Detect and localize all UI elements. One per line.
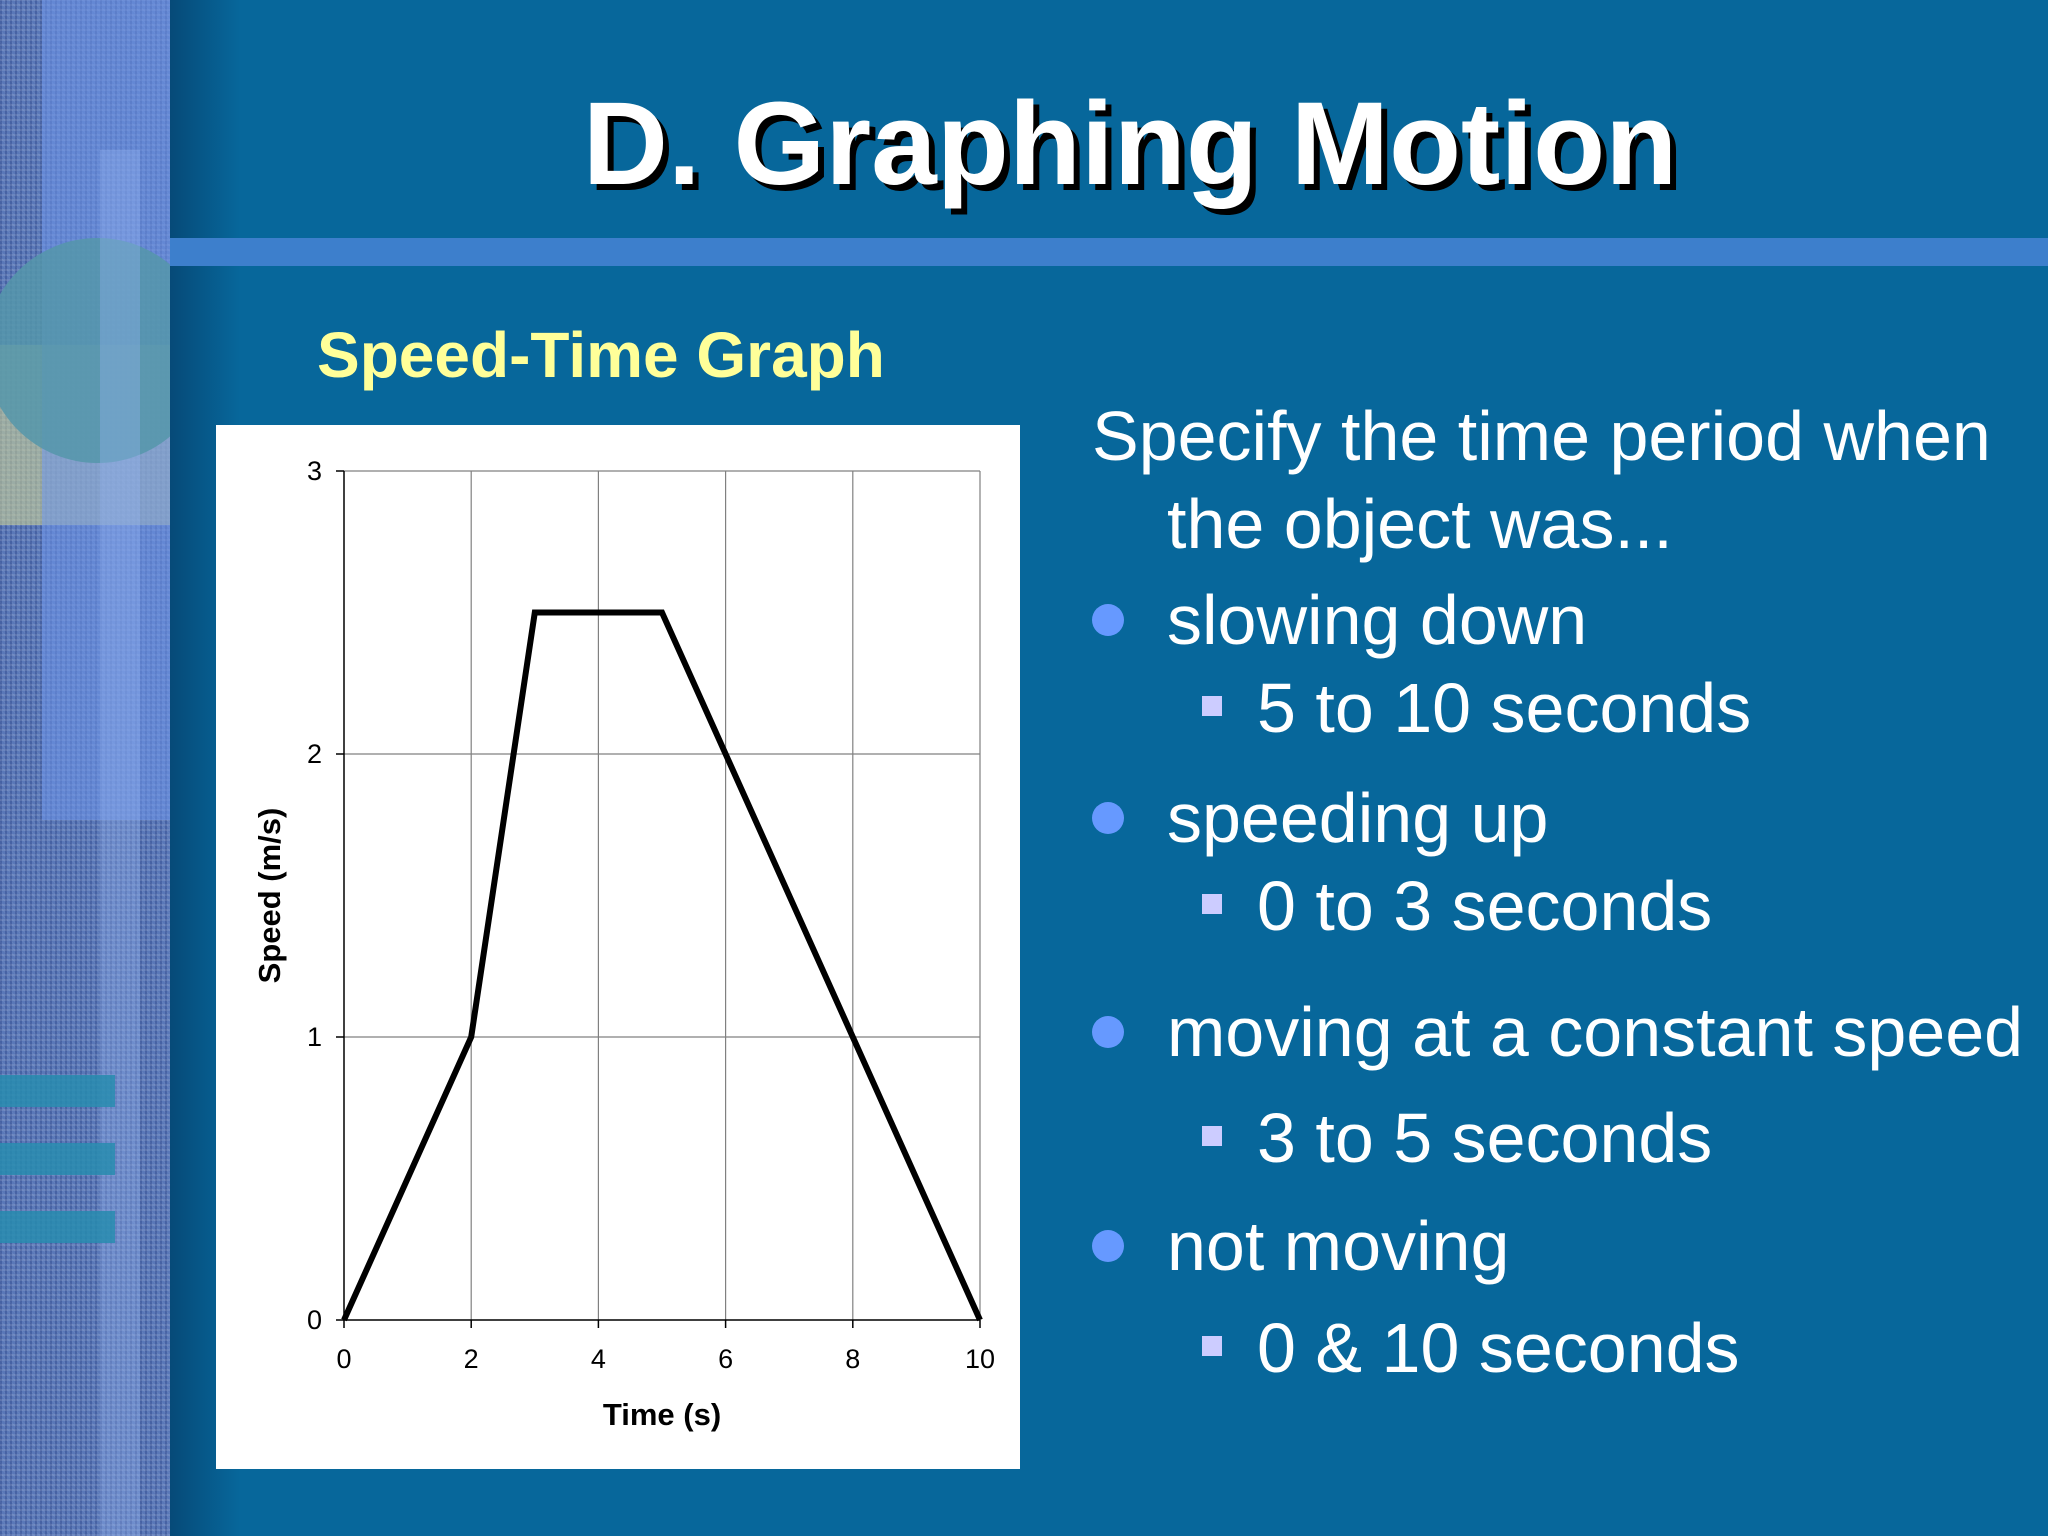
bullet-dot-icon	[1092, 1016, 1124, 1048]
sub-bullet-answer: 0 & 10 seconds	[1257, 1309, 1740, 1387]
bullet-dot-icon	[1092, 802, 1124, 834]
bullet-dot-icon	[1092, 1230, 1124, 1262]
sub-bullet-item: 5 to 10 seconds	[1092, 664, 2042, 752]
y-tick-label: 0	[307, 1305, 322, 1335]
decorative-vertical-line	[100, 150, 140, 1536]
x-tick-label: 4	[591, 1344, 606, 1374]
bullet-item: not moving	[1092, 1202, 2042, 1290]
x-tick-label: 6	[718, 1344, 733, 1374]
title-underline-rule	[170, 238, 2048, 266]
square-bullet-icon	[1202, 1336, 1222, 1356]
speed-time-chart: 0 2 4 6 8 10 0 1 2 3 Time (s) Speed (m/s)	[252, 456, 995, 1432]
y-tick-label: 3	[307, 456, 322, 486]
bullet-item: speeding up	[1092, 774, 2042, 862]
x-tick-label: 0	[336, 1344, 351, 1374]
bullet-label: not moving	[1167, 1207, 1510, 1285]
sub-bullet-answer: 3 to 5 seconds	[1257, 1099, 1713, 1177]
square-bullet-icon	[1202, 894, 1222, 914]
bullet-dot-icon	[1092, 604, 1124, 636]
bullet-label: speeding up	[1167, 779, 1549, 857]
square-bullet-icon	[1202, 1126, 1222, 1146]
y-axis-title: Speed (m/s)	[252, 808, 287, 984]
sub-bullet-item: 0 & 10 seconds	[1092, 1304, 2042, 1392]
bullet-label: moving at a constant speed	[1167, 993, 2024, 1071]
question-list: Specify the time period when the object …	[1092, 392, 2042, 1392]
square-bullet-icon	[1202, 696, 1222, 716]
sub-bullet-answer: 5 to 10 seconds	[1257, 669, 1752, 747]
sub-bullet-item: 0 to 3 seconds	[1092, 862, 2042, 950]
chart-panel: 0 2 4 6 8 10 0 1 2 3 Time (s) Speed (m/s)	[216, 425, 1020, 1469]
x-tick-label: 8	[845, 1344, 860, 1374]
y-tick-label: 2	[307, 739, 322, 769]
bullet-item: slowing down	[1092, 576, 2042, 664]
decorative-horizontal-bar	[0, 1075, 115, 1107]
x-tick-label: 2	[464, 1344, 479, 1374]
slide-title: D. Graphing Motion	[582, 78, 1678, 210]
decorative-horizontal-bar	[0, 1211, 115, 1243]
sub-bullet-answer: 0 to 3 seconds	[1257, 867, 1713, 945]
decorative-horizontal-bar	[0, 1143, 115, 1175]
x-tick-label: 10	[965, 1344, 995, 1374]
series-line	[341, 609, 983, 1322]
chart-heading: Speed-Time Graph	[317, 319, 885, 391]
bullet-label: slowing down	[1167, 581, 1588, 659]
sub-bullet-item: 3 to 5 seconds	[1092, 1094, 2042, 1182]
x-axis-title: Time (s)	[603, 1397, 721, 1432]
question-intro: Specify the time period when the object …	[1092, 397, 1991, 563]
y-tick-label: 1	[307, 1022, 322, 1052]
bullet-item: moving at a constant speed	[1092, 988, 2042, 1076]
